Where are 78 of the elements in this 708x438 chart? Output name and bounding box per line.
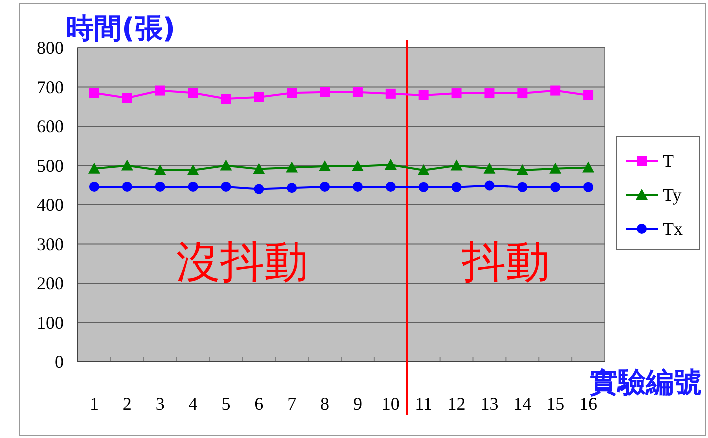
y-tick-label: 300 bbox=[37, 234, 64, 254]
x-tick-label: 6 bbox=[254, 394, 264, 414]
annotation: 沒抖動 bbox=[176, 237, 309, 288]
point bbox=[89, 182, 100, 192]
legend-label: Tx bbox=[663, 219, 683, 239]
point bbox=[386, 88, 396, 99]
x-tick-label: 3 bbox=[156, 394, 165, 414]
point bbox=[484, 162, 496, 174]
point bbox=[88, 162, 100, 174]
y-tick-label: 100 bbox=[37, 312, 64, 333]
point bbox=[155, 86, 166, 96]
x-tick-label: 1 bbox=[90, 394, 99, 414]
point bbox=[221, 182, 232, 192]
point bbox=[516, 164, 529, 176]
y-tick-label: 500 bbox=[37, 156, 64, 176]
legend-label: Ty bbox=[663, 185, 682, 205]
point bbox=[188, 182, 198, 192]
point bbox=[418, 90, 429, 100]
x-tick-label: 13 bbox=[480, 394, 499, 414]
y-tick-label: 200 bbox=[37, 274, 64, 294]
point bbox=[582, 162, 595, 173]
legend-label: T bbox=[663, 151, 674, 171]
x-tick-label: 4 bbox=[188, 394, 198, 414]
x-tick-label: 9 bbox=[353, 394, 362, 414]
x-tick-label: 12 bbox=[448, 394, 466, 414]
point bbox=[187, 164, 200, 176]
point bbox=[188, 88, 198, 98]
point bbox=[550, 182, 561, 192]
point bbox=[254, 92, 264, 102]
point bbox=[518, 182, 528, 192]
y-tick-label: 0 bbox=[55, 352, 64, 372]
point bbox=[352, 87, 363, 98]
y-tick-label: 800 bbox=[37, 38, 64, 58]
point bbox=[484, 180, 495, 191]
point bbox=[550, 86, 561, 96]
point bbox=[154, 164, 166, 176]
point bbox=[220, 160, 232, 171]
point bbox=[122, 182, 132, 192]
point bbox=[287, 183, 298, 194]
point bbox=[254, 184, 264, 194]
point bbox=[418, 182, 429, 192]
point bbox=[518, 88, 528, 99]
point bbox=[384, 158, 397, 170]
point bbox=[550, 162, 562, 174]
point bbox=[452, 88, 462, 99]
point bbox=[221, 94, 232, 104]
point bbox=[450, 160, 463, 171]
point bbox=[286, 162, 298, 173]
y-tick-label: 600 bbox=[37, 116, 64, 136]
x-tick-label: 8 bbox=[320, 394, 330, 414]
point bbox=[484, 88, 495, 99]
x-tick-label: 7 bbox=[288, 394, 297, 414]
point bbox=[584, 90, 594, 100]
x-tick-label: 5 bbox=[222, 394, 231, 414]
point bbox=[352, 160, 364, 172]
y-tick-label: 700 bbox=[37, 77, 64, 98]
point bbox=[320, 182, 330, 192]
point bbox=[418, 164, 430, 176]
y-axis-title: 時間(張) bbox=[66, 12, 176, 45]
point bbox=[122, 93, 132, 104]
y-tick-label: 400 bbox=[37, 195, 64, 215]
point bbox=[352, 182, 363, 192]
point bbox=[121, 160, 134, 171]
point bbox=[287, 88, 298, 98]
x-tick-label: 2 bbox=[122, 394, 132, 414]
point bbox=[319, 160, 332, 172]
x-tick-label: 14 bbox=[514, 394, 532, 414]
x-tick-label: 10 bbox=[382, 394, 400, 414]
x-tick-label: 11 bbox=[415, 394, 433, 414]
point bbox=[320, 87, 330, 98]
annotation: 抖動 bbox=[461, 237, 550, 288]
point bbox=[386, 182, 396, 192]
x-tick-label: 15 bbox=[546, 394, 565, 414]
point bbox=[89, 88, 100, 98]
point bbox=[452, 182, 462, 192]
point bbox=[155, 182, 166, 192]
point bbox=[253, 163, 266, 174]
point bbox=[584, 182, 594, 192]
